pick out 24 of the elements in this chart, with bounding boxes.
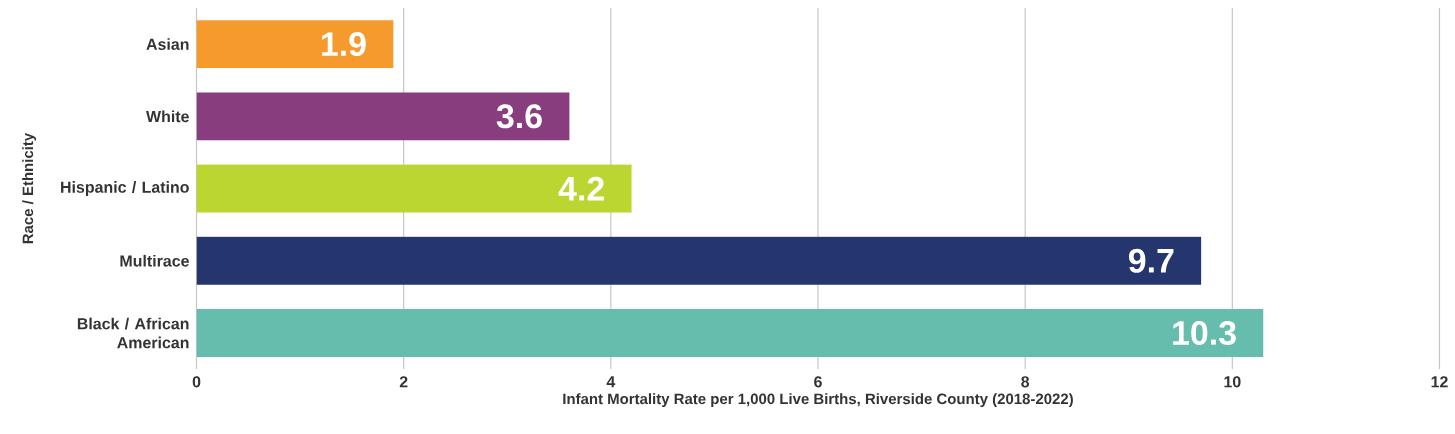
y-tick-label: Black / African American — [77, 317, 189, 349]
x-tick-label: 10 — [1224, 376, 1241, 388]
data-label: 1.9 — [321, 32, 366, 57]
data-label: 4.2 — [558, 176, 604, 201]
y-tick-label: Hispanic / Latino — [61, 181, 189, 197]
x-tick-label: 8 — [1021, 376, 1030, 388]
data-label: 10.3 — [1173, 320, 1236, 346]
x-tick-label: 0 — [192, 376, 201, 388]
x-tick-label: 4 — [606, 376, 616, 388]
x-tick-label: 12 — [1431, 376, 1448, 388]
bar — [196, 309, 1264, 357]
y-axis-title: Race / Ethnicity — [22, 132, 37, 244]
bar — [196, 20, 394, 69]
x-tick-label: 2 — [399, 376, 408, 388]
data-label: 3.6 — [496, 104, 542, 129]
bar — [196, 92, 570, 141]
x-axis-title: Infant Mortality Rate per 1,000 Live Births, Riverside County (2018-2022) — [563, 393, 1073, 408]
x-tick-label: 6 — [814, 376, 822, 388]
y-tick-label: Multirace — [120, 254, 189, 267]
y-tick-label: White — [146, 110, 189, 123]
data-label: 9.7 — [1128, 248, 1174, 273]
y-tick-label: Asian — [146, 38, 189, 50]
bar — [196, 164, 632, 213]
bar — [196, 236, 1202, 285]
